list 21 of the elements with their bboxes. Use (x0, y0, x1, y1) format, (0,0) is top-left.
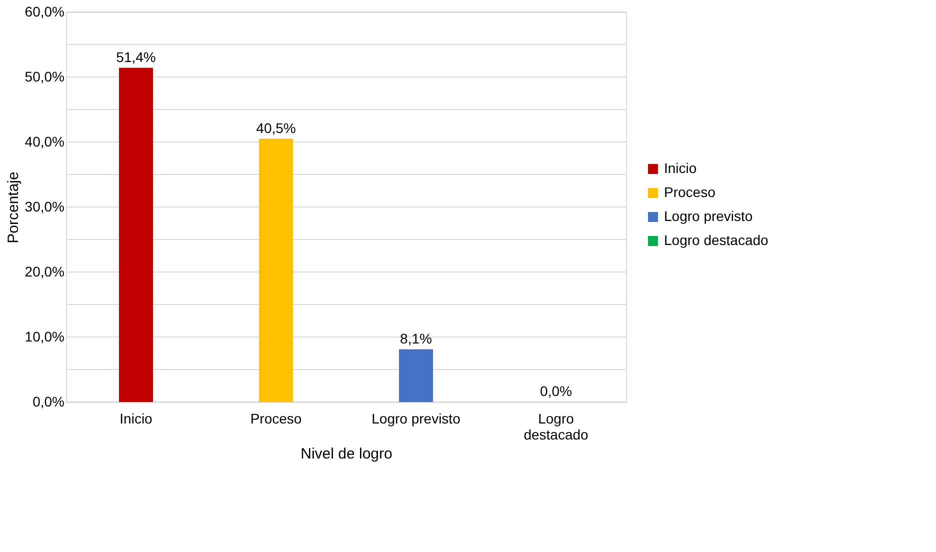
x-tick-label: Logro previsto (372, 410, 461, 426)
y-tick-label: 30,0% (24, 198, 64, 214)
x-axis-title: Nivel de logro (300, 446, 392, 462)
legend-label: Inicio (664, 160, 697, 176)
data-label: 51,4% (116, 48, 156, 65)
y-tick-label: 10,0% (24, 328, 64, 344)
legend-label: Proceso (664, 184, 716, 200)
data-label: 0,0% (540, 383, 572, 399)
legend-label: Logro previsto (664, 208, 753, 224)
y-tick-label: 50,0% (24, 68, 64, 84)
data-label: 8,1% (400, 330, 432, 346)
y-tick-label: 60,0% (24, 4, 64, 20)
legend-label: Logro destacado (664, 232, 769, 248)
y-tick-label: 20,0% (24, 264, 64, 280)
y-axis-title: Porcentaje (4, 172, 22, 244)
x-tick-label: Inicio (120, 410, 153, 426)
x-tick-label: Logro destacado (524, 410, 589, 442)
y-tick-label: 40,0% (24, 134, 64, 150)
data-label: 40,5% (256, 120, 296, 136)
y-tick-label: 0,0% (32, 394, 64, 410)
x-tick-label: Proceso (250, 410, 302, 426)
